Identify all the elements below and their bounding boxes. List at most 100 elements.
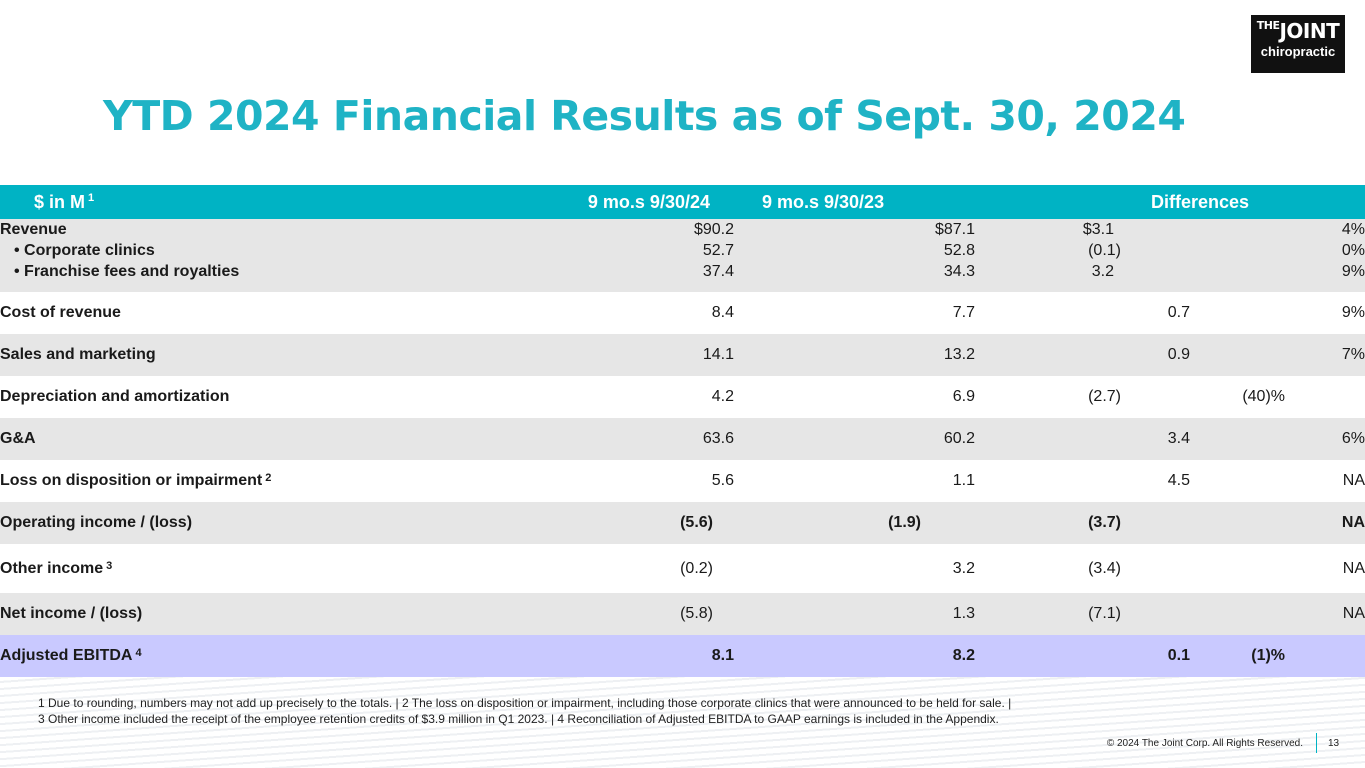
revenue-diff-percent: 4% 0% 9% bbox=[1190, 219, 1365, 292]
revenue-labels: Revenue • Corporate clinics • Franchise … bbox=[0, 219, 470, 292]
value-cell: $87.1 bbox=[934, 221, 975, 238]
row-label: Other income 3 bbox=[0, 544, 470, 593]
page-title: YTD 2024 Financial Results as of Sept. 3… bbox=[103, 92, 1186, 140]
value-cell-v1: 14.1 bbox=[470, 334, 734, 376]
value-cell-v3: (3.4) bbox=[975, 544, 1190, 593]
value-cell: 34.3 bbox=[943, 263, 975, 280]
table-row: Cost of revenue 8.4 7.7 0.7 9% bbox=[0, 292, 1365, 334]
value-cell-v4: 7% bbox=[1190, 334, 1365, 376]
table-row: G&A 63.6 60.2 3.4 6% bbox=[0, 418, 1365, 460]
table-row: Loss on disposition or impairment 2 5.6 1.1… bbox=[0, 460, 1365, 502]
label-corporate-clinics: • Corporate clinics bbox=[14, 242, 155, 259]
value-cell: 9% bbox=[1341, 263, 1365, 280]
value-cell-v3: (3.7) bbox=[975, 502, 1190, 544]
value-cell-v3: 0.9 bbox=[975, 334, 1190, 376]
row-label: Sales and marketing bbox=[0, 334, 470, 376]
value-cell: 52.7 bbox=[702, 242, 734, 259]
value-cell: 37.4 bbox=[702, 263, 734, 280]
value-cell: (0.1) bbox=[1088, 242, 1121, 259]
value-cell-v2: 8.2 bbox=[734, 635, 975, 677]
value-cell-v1: 8.1 bbox=[470, 635, 734, 677]
footer-divider bbox=[1316, 733, 1317, 753]
header-units-note: 1 bbox=[88, 191, 95, 204]
row-label-text: Sales and marketing bbox=[0, 346, 156, 363]
value-cell-v3: 4.5 bbox=[975, 460, 1190, 502]
value-cell-v3: 0.7 bbox=[975, 292, 1190, 334]
value-cell-v3: 0.1 bbox=[975, 635, 1190, 677]
footnote-line-1: 1 Due to rounding, numbers may not add u… bbox=[38, 696, 1012, 710]
value-cell-v1: (5.6) bbox=[470, 502, 734, 544]
value-cell-v3: (2.7) bbox=[975, 376, 1190, 418]
header-period-2024: 9 mo.s 9/30/24 bbox=[470, 185, 734, 219]
value-cell: 4% bbox=[1341, 221, 1365, 238]
value-cell-v3: (7.1) bbox=[975, 593, 1190, 635]
row-label-text: Loss on disposition or impairment bbox=[0, 472, 263, 489]
value-cell-v1: 63.6 bbox=[470, 418, 734, 460]
row-label: G&A bbox=[0, 418, 470, 460]
footnote-line-2: 3 Other income included the receipt of t… bbox=[38, 712, 999, 726]
table-row: Operating income / (loss) (5.6) (1.9) (3.7)… bbox=[0, 502, 1365, 544]
value-cell: $90.2 bbox=[693, 221, 734, 238]
value-cell-v4: NA bbox=[1190, 593, 1365, 635]
value-cell-v1: 8.4 bbox=[470, 292, 734, 334]
table-row: Adjusted EBITDA 4 8.1 8.2 0.1 (1)% bbox=[0, 635, 1365, 677]
decorative-stripes bbox=[0, 676, 1365, 768]
value-cell-v1: 5.6 bbox=[470, 460, 734, 502]
row-label-text: Adjusted EBITDA bbox=[0, 647, 133, 664]
value-cell-v4: NA bbox=[1190, 502, 1365, 544]
value-cell-v2: 1.1 bbox=[734, 460, 975, 502]
value-cell-v4: NA bbox=[1190, 544, 1365, 593]
row-label: Net income / (loss) bbox=[0, 593, 470, 635]
row-label: Loss on disposition or impairment 2 bbox=[0, 460, 470, 502]
row-label-text: Other income bbox=[0, 559, 104, 577]
value-cell-v2: 7.7 bbox=[734, 292, 975, 334]
table-row: Depreciation and amortization 4.2 6.9 (2.7)… bbox=[0, 376, 1365, 418]
revenue-values-2023: $87.1 52.8 34.3 bbox=[734, 219, 975, 292]
header-differences: Differences bbox=[975, 185, 1365, 219]
header-units-label: $ in M bbox=[34, 191, 86, 212]
row-label: Depreciation and amortization bbox=[0, 376, 470, 418]
row-label: Cost of revenue bbox=[0, 292, 470, 334]
logo-wordmark: THEJOINT bbox=[1251, 19, 1345, 43]
value-cell-v4: 9% bbox=[1190, 292, 1365, 334]
value-cell-v3: 3.4 bbox=[975, 418, 1190, 460]
value-cell: 52.8 bbox=[943, 242, 975, 259]
company-logo: THEJOINT chiropractic bbox=[1251, 15, 1345, 73]
table-row: Sales and marketing 14.1 13.2 0.9 7% bbox=[0, 334, 1365, 376]
logo-joint: JOINT bbox=[1279, 19, 1340, 43]
value-cell-v2: 3.2 bbox=[734, 544, 975, 593]
footnotes: 1 Due to rounding, numbers may not add u… bbox=[38, 695, 1298, 727]
value-cell: 0% bbox=[1341, 242, 1365, 259]
label-franchise-fees: • Franchise fees and royalties bbox=[14, 263, 240, 280]
value-cell-v4: (40)% bbox=[1190, 376, 1365, 418]
label-revenue: Revenue bbox=[0, 221, 67, 238]
value-cell-v1: 4.2 bbox=[470, 376, 734, 418]
row-label: Adjusted EBITDA 4 bbox=[0, 635, 470, 677]
revenue-diff-amount: $3.1 (0.1) 3.2 bbox=[975, 219, 1190, 292]
value-cell-v1: (5.8) bbox=[470, 593, 734, 635]
value-cell-v2: (1.9) bbox=[734, 502, 975, 544]
row-label-text: G&A bbox=[0, 430, 36, 447]
row-label-text: Cost of revenue bbox=[0, 304, 121, 321]
logo-the: THE bbox=[1256, 19, 1280, 32]
value-cell-v4: NA bbox=[1190, 460, 1365, 502]
row-label-text: Depreciation and amortization bbox=[0, 388, 230, 405]
row-footnote-ref: 4 bbox=[135, 647, 142, 659]
revenue-values-2024: $90.2 52.7 37.4 bbox=[470, 219, 734, 292]
value-cell-v2: 60.2 bbox=[734, 418, 975, 460]
value-cell: $3.1 bbox=[1082, 221, 1114, 238]
value-cell-v1: (0.2) bbox=[470, 544, 734, 593]
value-cell-v4: (1)% bbox=[1190, 635, 1365, 677]
value-cell: 3.2 bbox=[1091, 263, 1114, 280]
value-cell-v2: 13.2 bbox=[734, 334, 975, 376]
page-number: 13 bbox=[1328, 738, 1340, 749]
table-row: Other income 3 (0.2) 3.2 (3.4) NA bbox=[0, 544, 1365, 593]
value-cell-v2: 6.9 bbox=[734, 376, 975, 418]
row-footnote-ref: 2 bbox=[265, 472, 272, 484]
row-footnote-ref: 3 bbox=[106, 559, 113, 572]
row-label-text: Operating income / (loss) bbox=[0, 514, 193, 531]
table-row-revenue: Revenue • Corporate clinics • Franchise … bbox=[0, 219, 1365, 292]
